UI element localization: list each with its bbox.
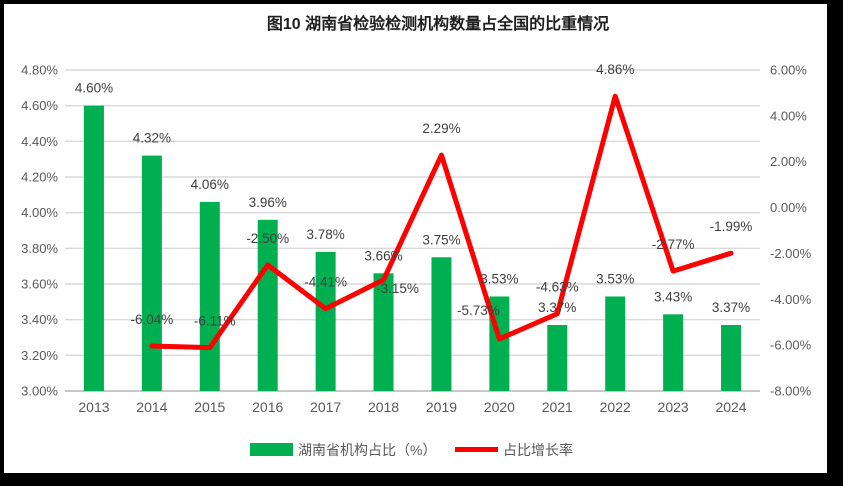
plot-area: 4.80% 4.60% 4.40% 4.20% 4.00% 3.80% 3.60% 3.40%… bbox=[21, 62, 812, 415]
left-axis-tick-label: 3.40% bbox=[21, 312, 58, 327]
right-axis-tick-label: 4.00% bbox=[770, 108, 807, 123]
right-axis-tick-label: -4.00% bbox=[770, 292, 812, 307]
x-axis-category-label: 2020 bbox=[484, 399, 515, 415]
bar-data-label: 3.37% bbox=[538, 300, 576, 315]
bar-data-label: 3.66% bbox=[364, 248, 402, 263]
x-axis-category-label: 2022 bbox=[600, 399, 631, 415]
bar-data-label: 3.75% bbox=[422, 232, 460, 247]
bar-2014 bbox=[141, 155, 162, 391]
x-axis-category-label: 2019 bbox=[426, 399, 457, 415]
x-axis-category-label: 2016 bbox=[252, 399, 283, 415]
left-axis-tick-label: 4.60% bbox=[21, 98, 58, 113]
bar-2022 bbox=[605, 296, 626, 391]
bar-2017 bbox=[315, 251, 336, 391]
growth-rate-line bbox=[149, 93, 734, 351]
bar-2013 bbox=[83, 105, 104, 392]
bar-data-label: 3.37% bbox=[712, 300, 750, 315]
left-axis-tick-label: 4.80% bbox=[21, 63, 58, 78]
bar-data-label: 3.96% bbox=[249, 195, 287, 210]
x-axis-category-label: 2015 bbox=[194, 399, 225, 415]
right-axis-tick-label: -8.00% bbox=[770, 384, 812, 399]
legend: 湖南省机构占比（%） 占比增长率 bbox=[250, 442, 573, 458]
left-axis-tick-label: 4.40% bbox=[21, 134, 58, 149]
line-data-label: -6.11% bbox=[194, 314, 236, 329]
line-data-label: -4.63% bbox=[536, 280, 579, 295]
left-axis-tick-label: 3.80% bbox=[21, 241, 58, 256]
x-axis-category-label: 2013 bbox=[78, 399, 109, 415]
x-axis-category-label: 2018 bbox=[368, 399, 399, 415]
x-axis-category-label: 2023 bbox=[658, 399, 689, 415]
bar-data-label: 3.53% bbox=[480, 271, 518, 286]
line-data-label: 2.29% bbox=[422, 121, 460, 136]
x-axis-category-label: 2021 bbox=[542, 399, 573, 415]
bar-data-label: 4.06% bbox=[191, 177, 229, 192]
x-axis-category-label: 2017 bbox=[310, 399, 341, 415]
right-axis-tick-label: -2.00% bbox=[770, 246, 812, 261]
combo-chart: 图10 湖南省检验检测机构数量占全国的比重情况 4.80%4.60%4.40%4… bbox=[21, 14, 812, 458]
bar-2019 bbox=[431, 257, 452, 391]
right-axis-tick-label: -6.00% bbox=[770, 338, 812, 353]
bar-series-swatch-icon bbox=[250, 443, 293, 456]
bar-data-label: 3.53% bbox=[596, 271, 634, 286]
line-data-label: -2.50% bbox=[246, 231, 289, 246]
chart-canvas: 图10 湖南省检验检测机构数量占全国的比重情况 4.80% 4.60% 4.40% 4… bbox=[4, 4, 827, 473]
bar-2023 bbox=[663, 314, 684, 391]
chart-title: 图10 湖南省检验检测机构数量占全国的比重情况 bbox=[267, 14, 609, 33]
bar-data-label: 3.78% bbox=[306, 227, 344, 242]
bar-2015 bbox=[199, 201, 220, 391]
line-data-label: -3.15% bbox=[376, 281, 419, 296]
line-data-label: -5.73% bbox=[457, 303, 500, 318]
bar-2018 bbox=[373, 273, 394, 391]
line-data-label: 4.86% bbox=[596, 62, 634, 77]
right-axis-tick-label: 6.00% bbox=[770, 63, 807, 78]
right-axis-tick-label: 0.00% bbox=[770, 200, 807, 215]
right-axis-tick-label: 2.00% bbox=[770, 154, 807, 169]
line-series-label: 占比增长率 bbox=[503, 442, 573, 458]
x-axis-category-label: 2014 bbox=[136, 399, 167, 415]
left-axis-tick-label: 3.20% bbox=[21, 348, 58, 363]
line-data-label: -1.99% bbox=[710, 219, 753, 234]
x-axis-category-label: 2024 bbox=[715, 399, 746, 415]
bar-series-label: 湖南省机构占比（%） bbox=[298, 442, 436, 458]
bar-2021 bbox=[547, 325, 568, 391]
bar-data-label: 3.43% bbox=[654, 289, 692, 304]
line-data-label: -2.77% bbox=[652, 237, 695, 252]
bar-2016 bbox=[257, 219, 278, 391]
left-axis-tick-label: 3.60% bbox=[21, 277, 58, 292]
bar-data-label: 4.60% bbox=[75, 81, 113, 96]
bar-data-label: 4.32% bbox=[133, 131, 171, 146]
bar-2024 bbox=[721, 325, 742, 391]
left-axis-tick-label: 4.20% bbox=[21, 170, 58, 185]
line-data-label: -6.04% bbox=[130, 312, 173, 327]
left-axis-tick-label: 3.00% bbox=[21, 384, 58, 399]
left-axis-tick-label: 4.00% bbox=[21, 205, 58, 220]
line-data-label: -4.41% bbox=[304, 275, 347, 290]
